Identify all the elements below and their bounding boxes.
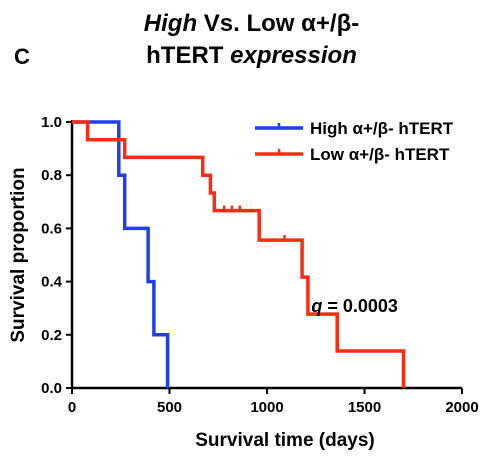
q-variable: q	[311, 296, 322, 316]
series-line-1	[72, 120, 170, 388]
q-value: = 0.0003	[322, 296, 398, 316]
series-layer	[72, 120, 406, 388]
x-tick-label: 0	[68, 399, 76, 416]
x-tick-label: 1000	[250, 399, 283, 416]
chart-title: High Vs. Low α+/β- hTERT expression	[0, 8, 503, 72]
q-value-annotation: q = 0.0003	[311, 296, 398, 316]
y-tick-label: 0.2	[41, 327, 62, 344]
title-line-2-start: hTERT	[146, 42, 231, 69]
axes: 0.0 0.2 0.4 0.6 0.8 1.0 0 500 1000 1500 2000	[41, 114, 479, 416]
y-axis-title: Survival proportion	[8, 167, 29, 342]
y-tick-label: 1.0	[41, 114, 62, 131]
panel-letter: C	[14, 44, 30, 69]
title-line-2: hTERT expression	[0, 40, 503, 72]
y-tick-label: 0.8	[41, 167, 62, 184]
legend: High α+/β- hTERT Low α+/β- hTERT	[255, 119, 454, 164]
title-line-1-rest: Vs. Low α+/β-	[197, 10, 360, 37]
series-line-2	[72, 120, 406, 388]
x-tick-label: 1500	[348, 399, 381, 416]
x-tick-label: 500	[157, 399, 182, 416]
y-tick-label: 0.6	[41, 220, 62, 237]
legend-label-1: High α+/β- hTERT	[310, 119, 454, 138]
y-tick-label: 0.0	[41, 380, 62, 397]
title-high: High	[143, 10, 198, 37]
title-line-1: High Vs. Low α+/β-	[0, 8, 503, 40]
y-tick-label: 0.4	[41, 274, 63, 291]
legend-label-2: Low α+/β- hTERT	[310, 145, 450, 164]
title-expression: expression	[230, 42, 357, 69]
x-axis-title: Survival time (days)	[195, 430, 375, 451]
x-tick-label: 2000	[445, 399, 478, 416]
